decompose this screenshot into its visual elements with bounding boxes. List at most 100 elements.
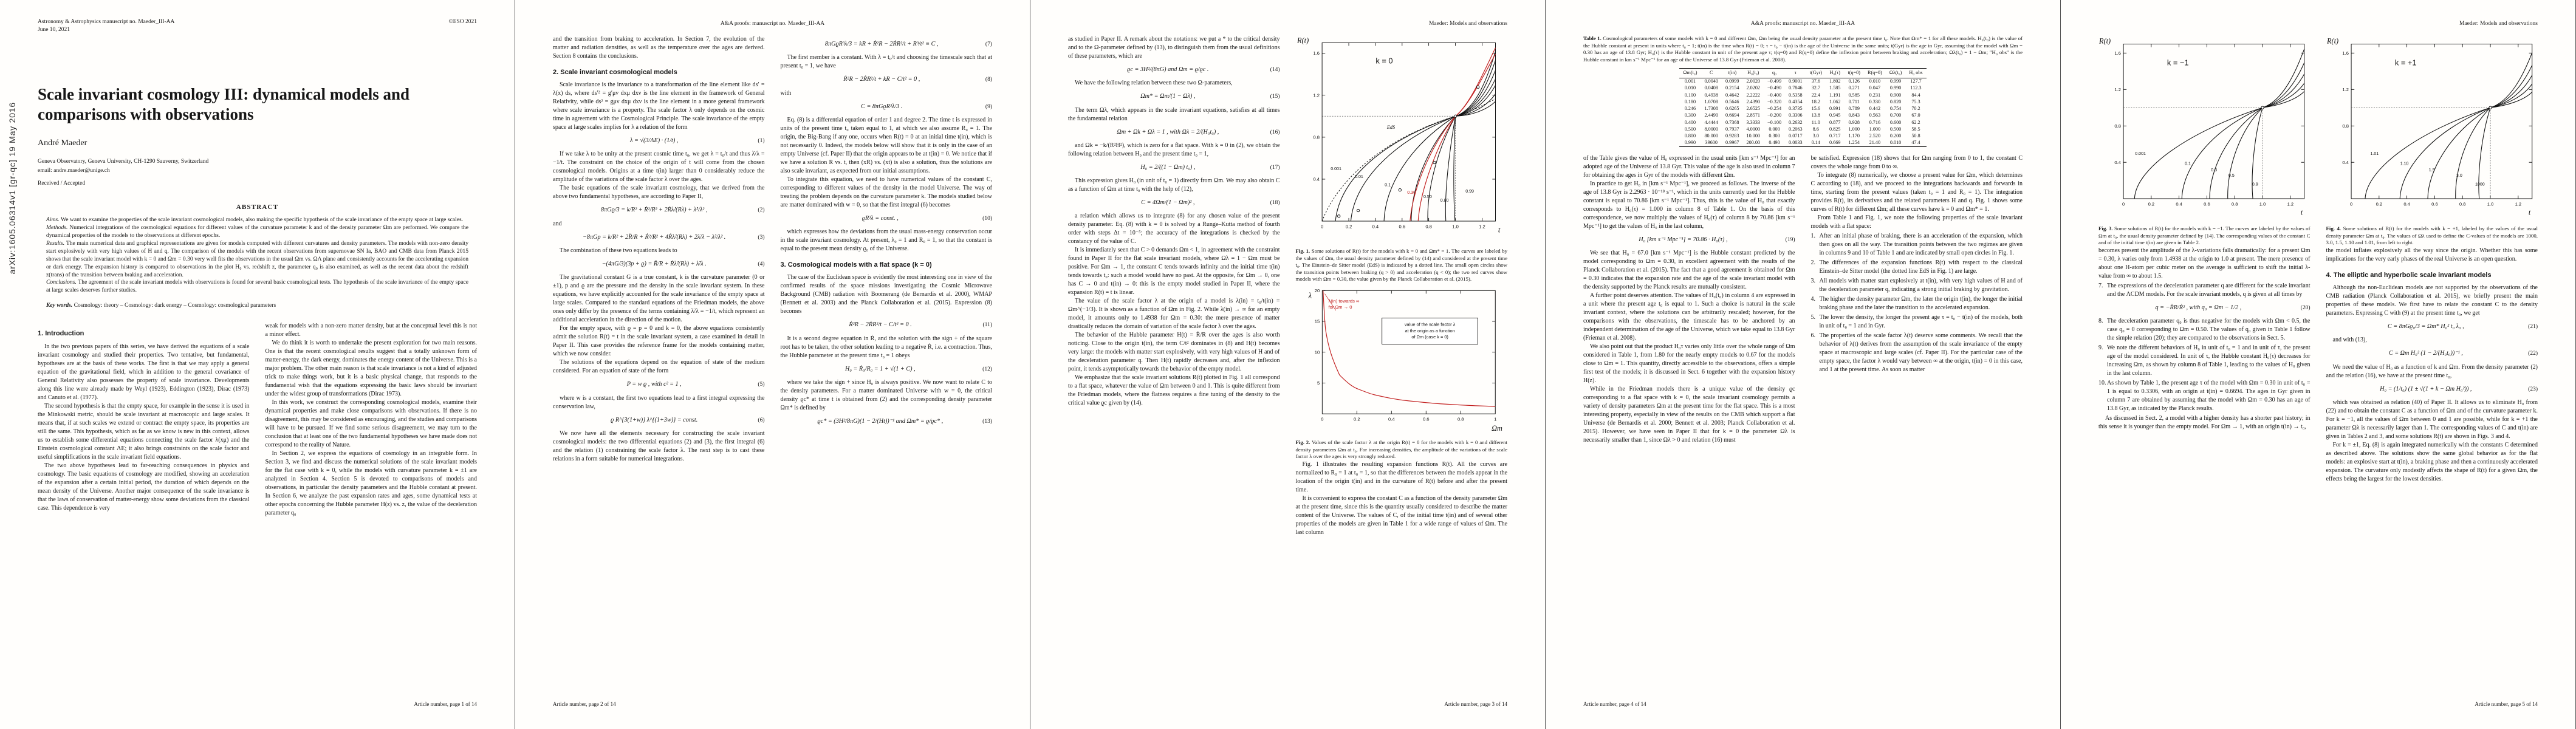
svg-text:1.2: 1.2 xyxy=(1313,92,1320,98)
figure-3-caption: Fig. 3. Some solutions of R(t) for the m… xyxy=(2098,225,2311,246)
curvature-label: k = 0 xyxy=(1375,56,1392,65)
plot-frame xyxy=(2123,43,2305,199)
curvature-label: k = −1 xyxy=(2167,58,2189,67)
paragraph: The solutions of the equations depend on… xyxy=(553,359,765,375)
axis-ticks xyxy=(1321,290,1495,414)
equation: ϱR³λ = const. , (10) xyxy=(862,214,992,222)
svg-text:0.2: 0.2 xyxy=(1345,224,1352,229)
paragraph: It is a second degree equation in Ṙ, and… xyxy=(780,335,993,359)
svg-text:0.2: 0.2 xyxy=(1354,417,1360,422)
list-item: 1. After an initial phase of braking, the… xyxy=(1810,233,2023,257)
svg-text:value of the scale factor λ: value of the scale factor λ xyxy=(1404,322,1455,327)
keywords-text: Cosmology: theory – Cosmology: dark ener… xyxy=(74,302,276,309)
paragraph: The gravitational constant G is a true c… xyxy=(553,274,765,324)
list-item: 8. The deceleration parameter q₀ is thus … xyxy=(2098,318,2311,342)
eso-copyright: ©ESO 2021 xyxy=(448,19,477,25)
table-row: 0.400 4.4444 0.7368 3.3333 −0.100 0.2632 11.0 0… xyxy=(1684,119,1920,125)
eds-label: EdS xyxy=(1386,125,1394,130)
axis-tick-labels: 5 10 15 20 0 0.2 0.4 0.6 0.8 1 xyxy=(1314,288,1496,422)
svg-text:1.2: 1.2 xyxy=(2287,201,2294,207)
paragraph: The two above hypotheses lead to far-rea… xyxy=(38,462,250,512)
paragraph: Eq. (8) is a differential equation of or… xyxy=(780,116,993,174)
page-footer: Article number, page 5 of 14 xyxy=(2475,701,2538,707)
abstract-heading: ABSTRACT xyxy=(236,203,279,211)
table-row: 0.001 0.0040 0.0999 2.0020 −0.499 0.9001 37.6 1… xyxy=(1684,78,1922,84)
two-column-text: 1. Introduction In the two previous paper… xyxy=(38,322,477,518)
svg-text:1.2: 1.2 xyxy=(1479,224,1485,229)
equation: Ṙ²R − 2ṘR²/t + kR − C/t² = 0 , (8) xyxy=(843,76,992,83)
column-header: H₀(τ) xyxy=(1826,68,1845,78)
equation: C = 8πGϱR³λ/3 . (9) xyxy=(861,103,992,110)
equation: Ṙ²R − 2ṘR²/t − C/t² = 0 . (11) xyxy=(849,321,992,329)
curve-omega-1.5 xyxy=(2427,75,2532,199)
paper-title: Scale invariant cosmology III: dynamical… xyxy=(38,84,410,123)
svg-text:0.6: 0.6 xyxy=(2204,201,2210,207)
svg-text:0.4: 0.4 xyxy=(1372,224,1379,229)
paragraph: the model inflates explosively all the w… xyxy=(2326,247,2538,262)
paragraph: For the empty space, with ϱ = p = 0 and … xyxy=(553,325,765,358)
paragraph: While in the Friedman models there is a … xyxy=(1583,386,1795,444)
svg-text:0.3: 0.3 xyxy=(2211,168,2217,173)
equation: H₀ [km s⁻¹ Mpc⁻¹] = 70.86 · H₀(τ) , (19) xyxy=(1639,236,1795,244)
svg-text:1.2: 1.2 xyxy=(2515,201,2521,207)
section-heading: 3. Cosmological models with a flat space… xyxy=(780,261,932,269)
svg-text:0.50: 0.50 xyxy=(1423,194,1431,199)
curve-omega-3.0 xyxy=(2454,83,2532,199)
paragraph: Fig. 1 illustrates the resulting expansi… xyxy=(1295,460,1508,493)
affiliation: Geneva Observatory, Geneva University, C… xyxy=(38,157,477,175)
list-item: 9. We note the different behaviors of H₀ … xyxy=(2098,344,2311,377)
paragraph: The case of the Euclidean space is evide… xyxy=(780,274,993,315)
curve-omega-0.5 xyxy=(2227,83,2305,199)
paragraph: and with (13), xyxy=(2332,337,2367,344)
column-left: 1. Introduction In the two previous paper… xyxy=(38,322,250,518)
list-item: 3. All models with matter start explosive… xyxy=(1810,278,2023,293)
axis-ticks xyxy=(1321,43,1495,221)
plot-frame xyxy=(1321,42,1496,222)
equation: H₀ = 2/((1 − Ωm) t₀) , (17) xyxy=(1140,163,1280,171)
svg-text:0.8: 0.8 xyxy=(2459,201,2465,207)
svg-text:1: 1 xyxy=(1494,417,1496,422)
column-header: t(Gyr) xyxy=(1806,68,1826,78)
two-column-text: as studied in Paper II. A remark about t… xyxy=(1068,35,1507,690)
email-line: email: andre.maeder@unige.ch xyxy=(38,167,110,174)
affiliation-line: Geneva Observatory, Geneva University, C… xyxy=(38,159,209,165)
y-axis-label: λ xyxy=(1307,292,1312,300)
abstract-paragraph: Conclusions. The agreement of the scale … xyxy=(46,279,468,294)
svg-text:0.4: 0.4 xyxy=(1313,177,1320,182)
svg-text:1.0: 1.0 xyxy=(1452,224,1459,229)
page-5: Maeder: Models and observations 0.4 0.8 xyxy=(2061,0,2576,729)
paragraph: In this work, we construct the correspon… xyxy=(265,399,478,449)
svg-text:0.6: 0.6 xyxy=(2431,201,2438,207)
figure-1: 0.4 0.8 1.2 1.6 0 0.2 0.4 0.6 0.8 1.0 1. xyxy=(1296,35,1508,245)
paragraph: To integrate (8) numerically, we choose … xyxy=(1810,172,2023,213)
x-axis-label: t xyxy=(2301,208,2303,217)
list-item: 10. As shown by Table 1, the present age … xyxy=(2098,380,2311,412)
column-left: 0.4 0.8 1.2 1.6 0 0.2 0.4 0.6 0.8 1.0 1. xyxy=(2098,35,2311,690)
svg-text:1.6: 1.6 xyxy=(1313,50,1320,56)
column-header: R(q=0) xyxy=(1864,68,1886,78)
page-3: Maeder: Models and observations as studi… xyxy=(1030,0,1546,729)
column-right-text: the model inflates explosively all the w… xyxy=(2326,247,2538,484)
equation: P = w ϱ , with c² = 1 , (5) xyxy=(626,381,765,388)
curvature-label: k = +1 xyxy=(2394,58,2416,67)
paragraph: The value of the scale factor λ at the o… xyxy=(1068,298,1280,330)
svg-text:0.001: 0.001 xyxy=(1331,166,1341,171)
manuscript-date: June 10, 2021 xyxy=(38,27,70,33)
abstract-paragraph: Aims. We want to examine the properties … xyxy=(46,216,464,223)
curve-omega-0.01 xyxy=(1350,60,1496,222)
curve-omega-0.001 xyxy=(2134,49,2305,199)
guide-lines xyxy=(1321,115,1456,221)
figure-4: 0.4 0.8 1.2 1.6 0 0.2 0.4 0.6 0.8 1.0 1. xyxy=(2326,35,2538,223)
table-row: 0.500 8.0000 0.7937 4.0000 0.000 0.2063 8.6 0.8… xyxy=(1684,126,1920,132)
equation: ϱ R^{3(1+w)} λ^{(1+3w)} = const. (6) xyxy=(611,416,765,423)
paragraph: Although the non-Euclidean models are no… xyxy=(2326,284,2538,317)
svg-text:5: 5 xyxy=(1317,380,1320,386)
equation: C = 8πGϱ₀/3 = Ωm* H₀² t₀ λ₀ , (21) xyxy=(2387,323,2538,330)
svg-text:0.001: 0.001 xyxy=(2135,151,2146,156)
paragraph: The term Ωλ, which appears in the scale … xyxy=(1068,106,1280,122)
page-2-body: and the transition from braking to accel… xyxy=(553,35,992,690)
keywords-label: Key words. xyxy=(46,302,73,309)
two-column-text: 0.4 0.8 1.2 1.6 0 0.2 0.4 0.6 0.8 1.0 1. xyxy=(2098,35,2538,690)
equation: H₀ = (1/t₀) (1 ± √(1 + k − Ωm H₀²)) , (23… xyxy=(2380,385,2538,392)
